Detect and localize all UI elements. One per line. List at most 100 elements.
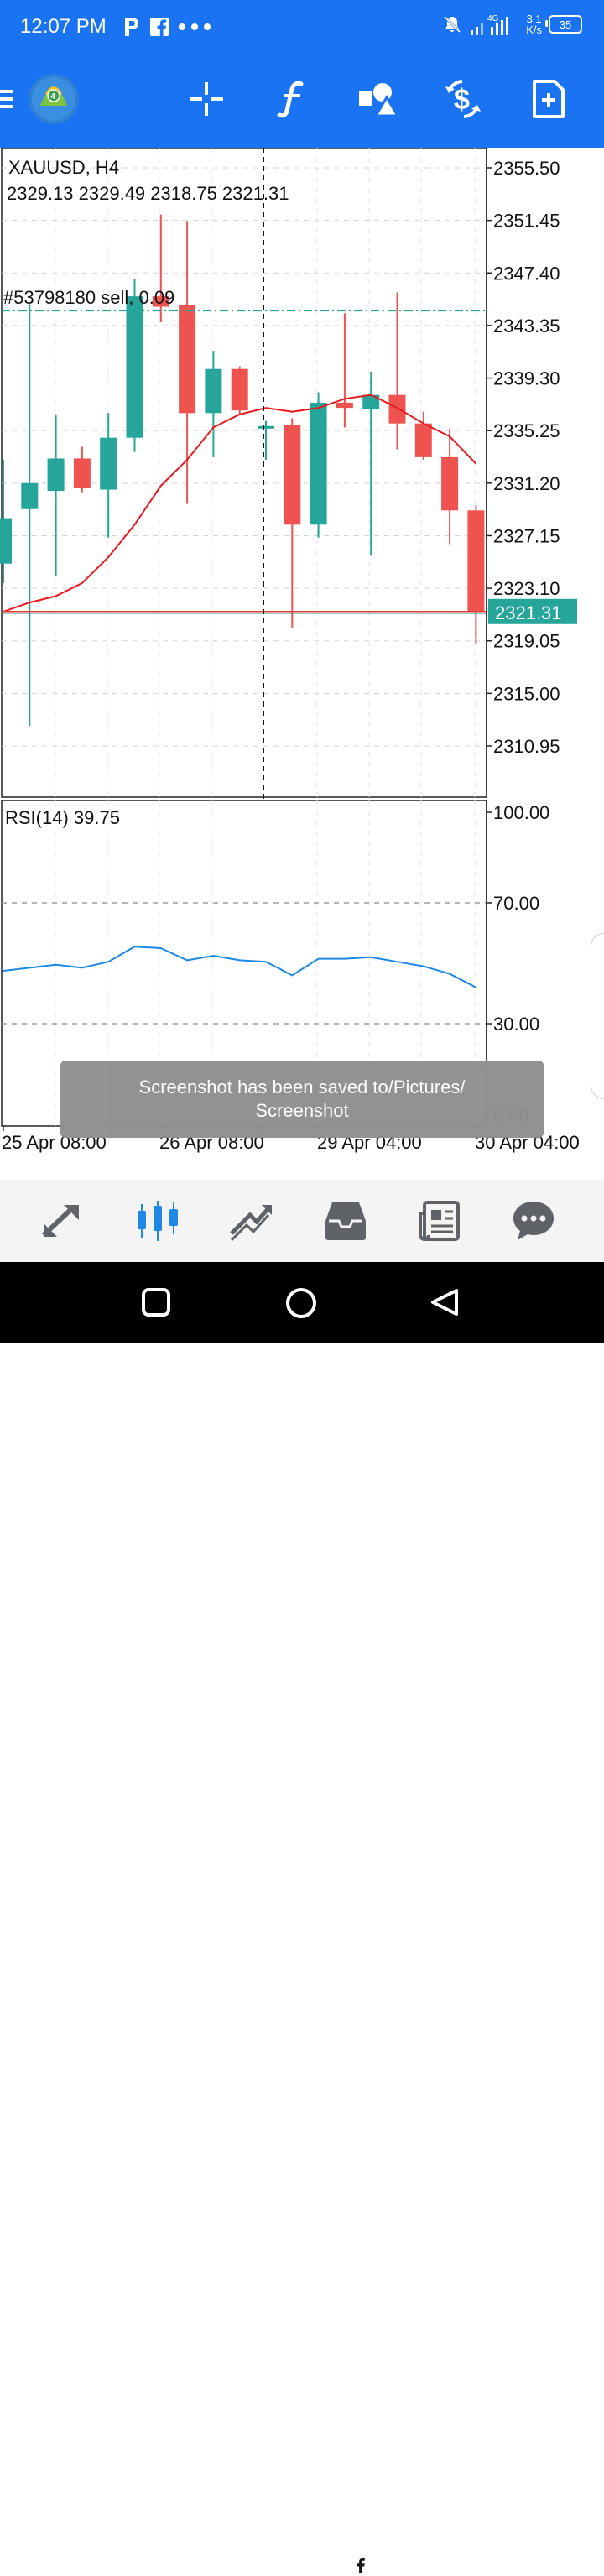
bear-candle [414,423,432,457]
price-tick-label: 2323.10 [493,578,560,599]
indicators-button[interactable] [267,74,317,124]
crosshair-icon [190,82,223,116]
facebook-icon [150,18,169,36]
quotes-icon [41,1205,79,1238]
notification-icons [122,13,211,40]
side-panel-handle[interactable] [591,933,604,1099]
tab-trade[interactable] [225,1195,279,1247]
new-order-button[interactable] [523,74,574,124]
system-nav-bar: @Mùkānmòdé ā xī fū [0,1262,604,2575]
trade-icon [230,1205,272,1242]
ohlc-label: 2329.13 2329.49 2318.75 2321.31 [7,183,289,204]
bear-candle [152,296,169,307]
bull-candle [258,425,274,429]
symbol-icon: $ [445,80,481,118]
bear-candle [441,456,459,511]
p-app-icon [125,18,138,36]
status-bar: 12:07 PM 4G 3.1 K/s 35 [0,0,604,54]
tab-quotes[interactable] [35,1195,89,1247]
price-tick-label: 2315.00 [493,683,560,704]
facebook-icon [351,2555,370,2573]
symbol-button[interactable]: $ [438,74,488,124]
svg-text:4: 4 [51,92,56,102]
price-tick-label: 2327.15 [493,525,560,546]
bull-candle [47,458,65,492]
more-dots-icon [179,23,211,30]
bear-candle [388,394,406,424]
objects-button[interactable] [352,74,403,124]
bear-candle [179,305,196,414]
price-tick-label: 2310.95 [493,736,560,757]
menu-button[interactable] [0,74,25,124]
bull-candle [205,368,222,414]
mute-bell-icon [444,15,461,34]
watermark: @Mùkānmòdé ā xī fū [351,2553,565,2576]
current-price-tag [488,598,577,624]
rsi-label: RSI(14) 39.75 [5,807,120,828]
chart-icon [138,1201,178,1241]
network-speed: 3.1 K/s [526,13,542,35]
rsi-line [3,946,476,988]
news-icon [419,1201,460,1241]
back-icon[interactable] [430,1287,460,1317]
current-price-tag-label: 2321.31 [495,602,562,623]
chat-icon [513,1202,554,1240]
metatrader-logo-icon: 4 [29,74,79,124]
bull-candle [310,402,327,525]
bear-candle [467,510,485,612]
history-icon [325,1202,366,1240]
bottom-tab-bar [0,1180,604,1262]
tab-history[interactable] [319,1195,372,1247]
moving-average-line [3,394,477,613]
battery-icon: 35 [545,15,582,34]
top-toolbar: 4 $ [0,54,604,148]
price-tick-label: 2319.05 [493,631,560,652]
screenshot-toast: Screenshot has been saved to/Pictures/ S… [60,1061,544,1138]
new-order-icon [533,80,565,118]
tab-chart[interactable] [131,1195,185,1247]
rsi-tick-label: 70.00 [493,893,539,914]
tab-news[interactable] [413,1195,466,1247]
bear-candle [231,368,248,411]
bear-candle [336,402,353,409]
bull-candle [100,437,117,490]
rsi-tick-label: 30.00 [493,1014,539,1035]
status-time: 12:07 PM [20,15,107,38]
price-tick-label: 2339.30 [493,368,560,389]
signal-icon: 4G [471,14,509,35]
crosshair-button[interactable] [181,74,232,124]
price-tick-label: 2351.45 [493,211,560,232]
toast-line-1: Screenshot has been saved to/Pictures/ [138,1077,466,1098]
bear-candle [284,425,301,525]
battery-level: 35 [559,18,572,31]
network-type: 4G [487,14,499,23]
recents-icon[interactable] [141,1287,171,1317]
system-icons: 4G 3.1 K/s 35 [442,12,582,37]
chart-area[interactable]: #53798180 sell, 0.09 XAUUSD, H4 2329.13 23… [0,148,604,1180]
toast-line-2: Screenshot [255,1100,349,1121]
bear-candle [73,458,91,489]
network-speed-value: 3.1 [526,13,542,25]
network-speed-unit: K/s [526,23,542,36]
menu-icon [0,90,13,108]
price-tick-label: 2347.40 [493,263,560,284]
home-icon[interactable] [285,1287,317,1319]
account-button[interactable]: 4 [27,72,81,126]
tab-chat[interactable] [507,1195,560,1247]
price-tick-label: 2343.35 [493,315,560,336]
price-tick-label: 2355.50 [493,158,560,179]
rsi-tick-label: 100.00 [493,802,549,823]
symbol-label: XAUUSD, H4 [8,157,119,178]
price-tick-label: 2335.25 [493,420,560,441]
watermark-text: @Mùkānmòdé ā xī fū [374,2553,566,2575]
bull-candle [0,518,12,564]
bull-candle [362,394,380,409]
bull-candle [126,296,143,438]
order-line-label: #53798180 sell, 0.09 [3,287,174,308]
bull-candle [21,482,39,509]
indicators-icon [277,81,304,118]
price-tick-label: 2331.20 [493,473,560,494]
price-chart[interactable]: #53798180 sell, 0.09 XAUUSD, H4 2329.13 23… [0,148,604,1180]
svg-text:$: $ [454,84,470,116]
objects-icon [359,83,398,117]
